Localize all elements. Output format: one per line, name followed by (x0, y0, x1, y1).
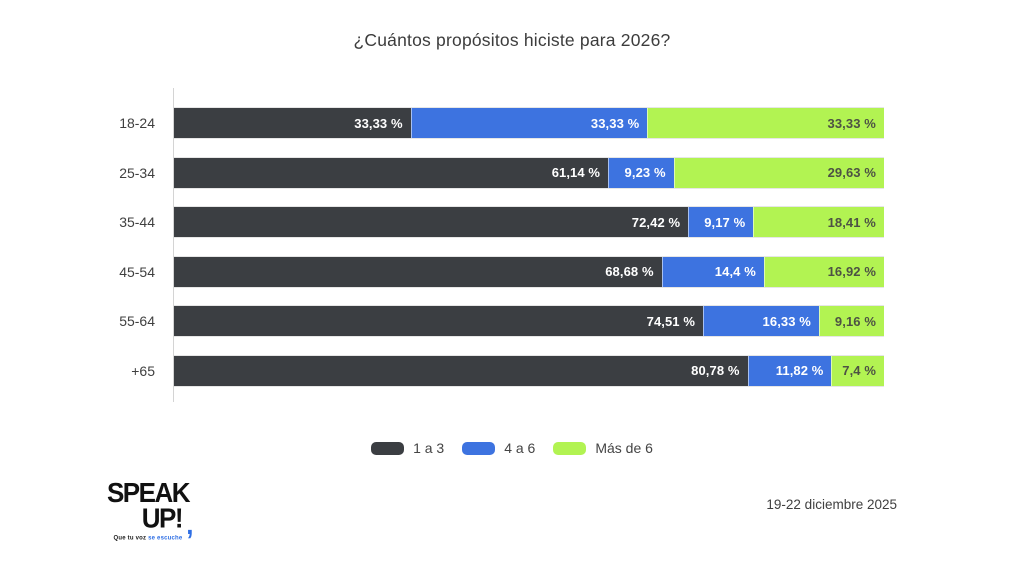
bar-value-label: 61,14 % (551, 165, 601, 181)
speakup-logo: SPEAK UP! , Que tu voz se escuche (106, 475, 194, 542)
logo-tagline: Que tu voz se escuche (106, 535, 190, 541)
legend-swatch (371, 441, 405, 455)
legend-item: 1 a 3 (371, 440, 444, 456)
bar-segment: 11,82 % (747, 355, 832, 386)
tagline-black: Que tu voz (113, 535, 149, 542)
bar-row: 55-64 74,51 % 16,33 % 9,16 % (0, 306, 884, 337)
category-label: 35-44 (119, 214, 155, 231)
bar-value-label: 16,92 % (827, 264, 876, 280)
bar-segment: 18,41 % (753, 207, 884, 238)
logo-word-up: UP! , (106, 501, 194, 539)
bar-value-label: 18,41 % (827, 214, 876, 230)
bar-segment: 9,23 % (608, 157, 674, 188)
bar-track: 80,78 % 11,82 % 7,4 % (174, 355, 884, 386)
legend-item: Más de 6 (553, 440, 653, 456)
bar-segment: 7,4 % (831, 355, 884, 386)
bar-value-label: 80,78 % (691, 363, 740, 379)
bar-value-label: 14,4 % (714, 264, 756, 280)
bar-segment: 33,33 % (647, 108, 884, 138)
bar-value-label: 74,51 % (646, 313, 696, 329)
bar-value-label: 29,63 % (827, 165, 876, 181)
legend-swatch (462, 441, 496, 455)
y-axis-line (173, 88, 174, 402)
bar-segment: 9,17 % (688, 207, 754, 238)
bar-value-label: 16,33 % (762, 313, 811, 329)
bar-segment: 72,42 % (174, 207, 689, 238)
bar-segment: 74,51 % (174, 306, 704, 337)
bar-value-label: 11,82 % (775, 363, 824, 379)
bar-value-label: 33,33 % (354, 115, 403, 131)
bar-segment: 33,33 % (410, 108, 648, 138)
bar-rows: 18-24 33,33 % 33,33 % 33,33 % 25-34 61,14 % 9,… (0, 108, 884, 386)
bar-value-label: 72,42 % (631, 214, 681, 230)
chart-title: ¿Cuántos propósitos hiciste para 2026? (353, 30, 671, 50)
bar-row: 25-34 61,14 % 9,23 % 29,63 % (0, 157, 884, 188)
bar-value-label: 33,33 % (827, 115, 876, 131)
legend-item: 4 a 6 (462, 440, 535, 456)
bar-track: 61,14 % 9,23 % 29,63 % (174, 157, 884, 188)
bar-segment: 9,16 % (818, 306, 884, 337)
legend-label: 4 a 6 (504, 440, 536, 456)
bar-segment: 68,68 % (174, 256, 662, 287)
bar-track: 68,68 % 14,4 % 16,92 % (174, 256, 884, 287)
bar-value-label: 33,33 % (590, 115, 640, 131)
bar-segment: 29,63 % (673, 157, 884, 188)
legend-swatch (553, 441, 587, 455)
legend-label: 1 a 3 (413, 440, 445, 456)
date-range: 19-22 diciembre 2025 (766, 497, 897, 512)
category-label: +65 (131, 362, 155, 379)
logo-up-text: UP! (141, 501, 184, 535)
bar-segment: 61,14 % (174, 157, 609, 188)
bar-row: 35-44 72,42 % 9,17 % 18,41 % (0, 207, 884, 238)
bar-segment: 33,33 % (174, 108, 411, 138)
bar-track: 33,33 % 33,33 % 33,33 % (174, 108, 884, 138)
bar-value-label: 9,17 % (704, 214, 746, 230)
bar-track: 72,42 % 9,17 % 18,41 % (174, 207, 884, 238)
category-label: 18-24 (119, 115, 155, 131)
bar-value-label: 9,23 % (624, 165, 666, 181)
bar-segment: 80,78 % (174, 355, 748, 386)
bar-segment: 16,33 % (703, 306, 819, 337)
bar-row: +65 80,78 % 11,82 % 7,4 % (0, 355, 884, 386)
bar-segment: 14,4 % (661, 256, 764, 287)
bar-row: 45-54 68,68 % 14,4 % 16,92 % (0, 256, 884, 287)
bar-value-label: 7,4 % (842, 363, 876, 379)
category-label: 45-54 (119, 263, 155, 280)
legend: 1 a 3 4 a 6 Más de 6 (0, 440, 1024, 456)
legend-label: Más de 6 (595, 440, 653, 456)
bar-value-label: 9,16 % (834, 313, 876, 329)
tagline-blue: se escuche (148, 535, 183, 542)
bar-segment: 16,92 % (763, 256, 884, 287)
bar-track: 74,51 % 16,33 % 9,16 % (174, 306, 884, 337)
category-label: 25-34 (119, 164, 155, 181)
category-label: 55-64 (119, 313, 155, 330)
logo-comma-mark: , (186, 508, 193, 541)
bar-value-label: 68,68 % (605, 264, 654, 280)
bar-row: 18-24 33,33 % 33,33 % 33,33 % (0, 108, 884, 138)
logo-word-speak: SPEAK (106, 475, 191, 509)
